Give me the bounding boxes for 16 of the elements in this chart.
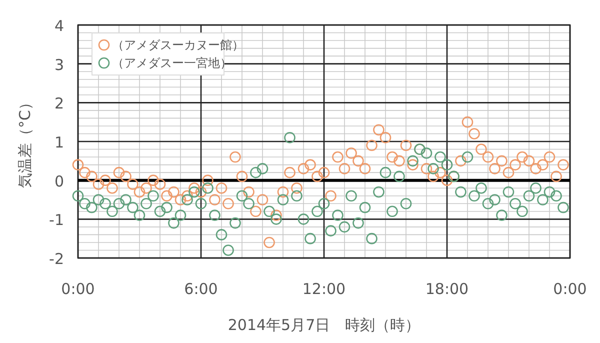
legend-label: （アメダスーカヌー館） xyxy=(112,38,244,52)
x-tick-label: 0:00 xyxy=(553,280,587,298)
x-axis-title: 2014年5月7日 時刻（時） xyxy=(228,316,420,334)
x-tick-label: 12:00 xyxy=(302,280,346,298)
y-tick-label: -2 xyxy=(49,250,64,268)
y-tick-label: 0 xyxy=(54,172,64,190)
y-tick-label: 4 xyxy=(54,17,64,35)
legend-label: （アメダスー一宮地） xyxy=(112,56,232,70)
y-axis-title: 気温差（°C） xyxy=(16,95,34,188)
x-tick-label: 6:00 xyxy=(184,280,218,298)
y-tick-label: 1 xyxy=(54,134,64,152)
y-tick-label: 3 xyxy=(54,56,64,74)
y-tick-label: 2 xyxy=(54,94,64,113)
x-tick-label: 0:00 xyxy=(61,280,95,298)
y-tick-label: -1 xyxy=(49,211,64,230)
x-tick-label: 18:00 xyxy=(425,280,469,298)
